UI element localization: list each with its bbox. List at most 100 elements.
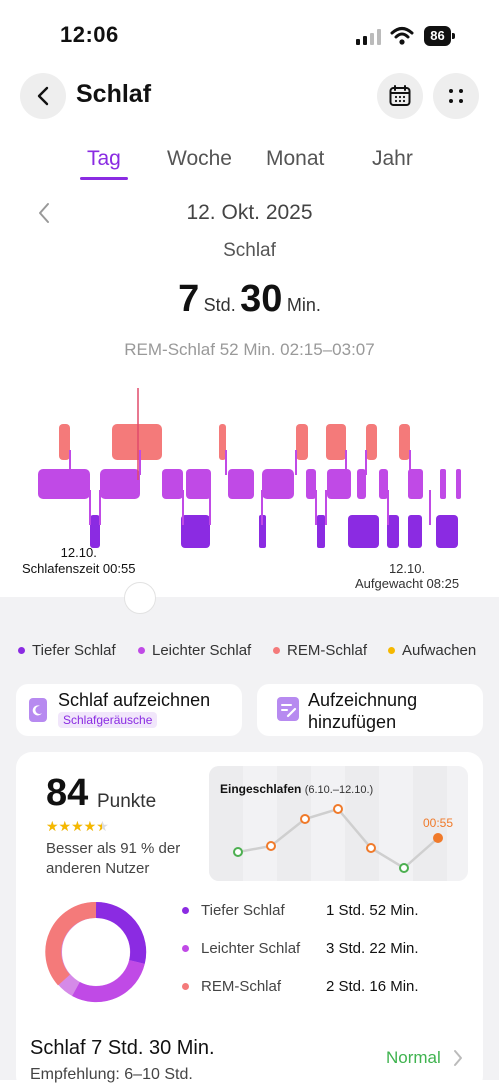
light-sleep-segment xyxy=(440,469,446,499)
edit-note-icon xyxy=(277,697,299,721)
selected-date: 12. Okt. 2025 xyxy=(186,201,313,224)
light-sleep-segment xyxy=(100,469,140,499)
duration-minutes: 30 xyxy=(240,278,283,320)
timeline-scrubber-handle[interactable] xyxy=(124,582,156,614)
chevron-right-icon[interactable] xyxy=(452,1048,464,1068)
light-sleep-segment xyxy=(408,469,423,499)
add-record-button[interactable]: Aufzeichnung hinzufügen xyxy=(257,684,483,736)
bedtime-time: Schlafenszeit 00:55 xyxy=(22,561,136,576)
wake-date: 12.10. xyxy=(388,561,426,576)
light-sleep-segment xyxy=(38,469,90,499)
light-sleep-segment xyxy=(228,469,254,499)
tab-jahr[interactable]: Jahr xyxy=(372,147,413,170)
record-sleep-button[interactable]: Schlaf aufzeichnen Schlafgeräusche xyxy=(16,684,242,736)
more-dots-icon xyxy=(449,89,463,103)
trend-point xyxy=(233,847,243,857)
stage-deep-value: 1 Std. 52 Min. xyxy=(326,902,419,919)
rem-info: REM-Schlaf 52 Min. 02:15–03:07 xyxy=(124,340,375,359)
add-record-line1: Aufzeichnung xyxy=(308,690,418,710)
deep-sleep-segment xyxy=(348,515,379,548)
sleep-recommendation: Empfehlung: 6–10 Std. xyxy=(30,1066,193,1083)
stage-rem: REM-Schlaf xyxy=(182,978,281,995)
tab-woche[interactable]: Woche xyxy=(167,147,232,170)
rem-segment xyxy=(399,424,410,460)
wake-time: Aufgewacht 08:25 xyxy=(355,576,460,591)
stars-filled: ★★★★★ xyxy=(46,818,102,834)
deep-sleep-segment xyxy=(317,515,325,548)
record-sleep-label: Schlaf aufzeichnen xyxy=(58,690,211,710)
trend-point xyxy=(333,804,343,814)
stage-name: REM-Schlaf xyxy=(201,978,282,995)
light-sleep-segment xyxy=(357,469,366,499)
rem-segment xyxy=(326,424,346,460)
add-record-label: Aufzeichnung hinzufügen xyxy=(308,689,417,733)
legend-rem-sleep: REM-Schlaf xyxy=(273,642,367,659)
stage-light-value: 3 Std. 22 Min. xyxy=(326,940,419,957)
trend-point xyxy=(266,841,276,851)
deep-sleep-segment xyxy=(259,515,266,548)
previous-day-button[interactable] xyxy=(34,200,54,226)
tab-monat[interactable]: Monat xyxy=(266,147,325,170)
wifi-icon xyxy=(390,27,414,45)
rem-segment xyxy=(219,424,226,460)
trend-range: (6.10.–12.10.) xyxy=(304,784,374,796)
deep-sleep-segment xyxy=(181,515,210,548)
trend-last-value: 00:55 xyxy=(423,816,454,830)
fall-asleep-trend-chart[interactable]: Eingeschlafen (6.10.–12.10.) 00:55 xyxy=(209,766,468,881)
trend-point xyxy=(366,843,376,853)
duration-hours: 7 xyxy=(178,278,200,320)
rem-segment xyxy=(59,424,70,460)
sleep-duration: 7 Std. 30 Min. xyxy=(0,278,499,321)
comparison-text: Besser als 91 % der anderen Nutzer xyxy=(46,840,181,877)
legend-awake: Aufwachen xyxy=(388,642,476,659)
tab-tag[interactable]: Tag xyxy=(87,147,121,170)
trend-title-text: Eingeschlafen xyxy=(220,782,302,796)
light-sleep-segment xyxy=(327,469,351,499)
rem-segment xyxy=(296,424,308,460)
stage-deep: Tiefer Schlaf xyxy=(182,902,285,919)
summary-subtitle: Schlaf xyxy=(223,240,276,261)
light-sleep-segment xyxy=(186,469,211,499)
moon-icon xyxy=(29,698,47,722)
back-button[interactable] xyxy=(20,73,66,119)
trend-point xyxy=(300,814,310,824)
cellular-signal-icon xyxy=(356,29,381,45)
bedtime-label: 12.10. Schlafenszeit 00:55 xyxy=(22,545,135,577)
sleep-stage-timeline[interactable] xyxy=(0,380,499,555)
calendar-icon xyxy=(389,85,411,106)
deep-sleep-segment xyxy=(436,515,458,548)
sleep-score-card[interactable]: 84 Punkte ★★★★★ ★★★★★ Besser als 91 % de… xyxy=(16,752,483,1092)
stage-light: Leichter Schlaf xyxy=(182,940,300,957)
stage-name: Tiefer Schlaf xyxy=(201,902,285,919)
stage-name: Leichter Schlaf xyxy=(201,940,301,957)
legend-label: Aufwachen xyxy=(402,642,477,659)
sleep-total: Schlaf 7 Std. 30 Min. xyxy=(30,1037,215,1059)
sleep-stage-donut xyxy=(45,901,147,1003)
stage-rem-value: 2 Std. 16 Min. xyxy=(326,978,419,995)
wake-label: 12.10. Aufgewacht 08:25 xyxy=(355,561,459,591)
legend-label: Leichter Schlaf xyxy=(152,642,252,659)
stars-empty: ★★★★★ xyxy=(46,818,109,834)
light-sleep-segment xyxy=(379,469,388,499)
page-title: Schlaf xyxy=(76,80,152,108)
legend-deep-sleep: Tiefer Schlaf xyxy=(18,642,116,659)
status-time: 12:06 xyxy=(60,22,119,47)
sleep-score: 84 xyxy=(46,772,89,814)
rem-segment xyxy=(112,424,162,460)
duration-hours-unit: Std. xyxy=(203,295,236,315)
light-sleep-segment xyxy=(306,469,316,499)
deep-sleep-segment xyxy=(408,515,422,548)
light-sleep-segment xyxy=(456,469,461,499)
battery-icon: 86 xyxy=(424,26,456,46)
trend-title: Eingeschlafen (6.10.–12.10.) xyxy=(220,782,373,796)
calendar-button[interactable] xyxy=(377,73,423,119)
legend-label: REM-Schlaf xyxy=(287,642,368,659)
deep-sleep-segment xyxy=(90,515,100,548)
active-tab-indicator xyxy=(80,177,128,180)
back-arrow-icon xyxy=(37,86,49,106)
legend-light-sleep: Leichter Schlaf xyxy=(138,642,251,659)
rem-segment xyxy=(366,424,377,460)
sleep-status[interactable]: Normal xyxy=(386,1048,441,1067)
rating-stars: ★★★★★ ★★★★★ xyxy=(46,818,109,835)
more-button[interactable] xyxy=(433,73,479,119)
